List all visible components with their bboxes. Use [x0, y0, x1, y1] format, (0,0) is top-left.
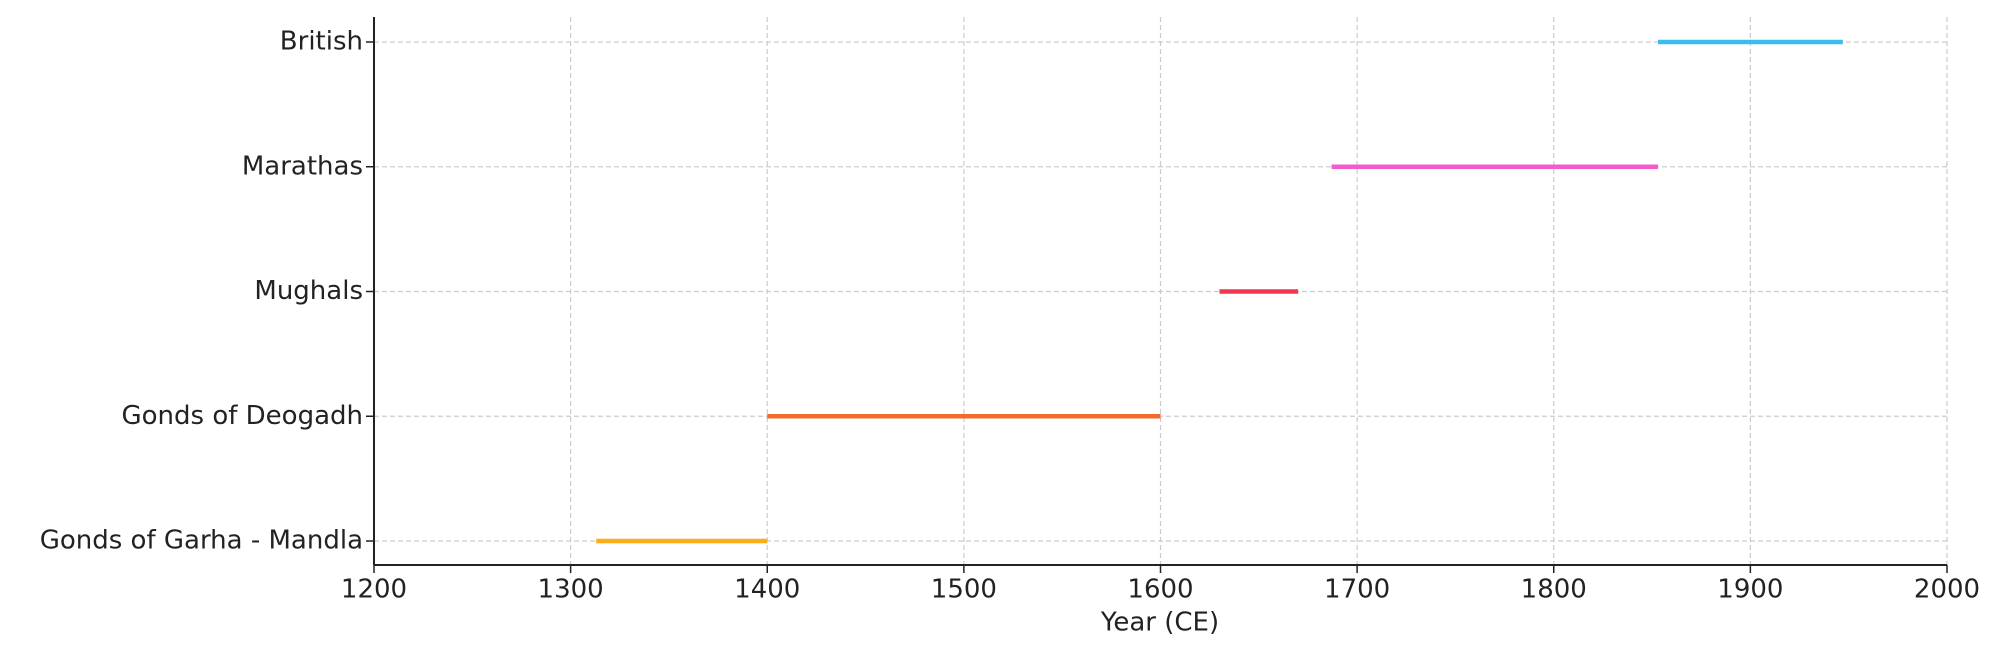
x-tick-label: 1300 [538, 575, 604, 605]
x-tick-label: 1700 [1324, 575, 1390, 605]
x-tick-label: 1500 [931, 575, 997, 605]
x-tick-label: 1600 [1127, 575, 1193, 605]
y-tick-label: British [280, 27, 363, 57]
x-tick-label: 1800 [1521, 575, 1587, 605]
y-tick-label: Gonds of Garha - Mandla [40, 526, 363, 556]
x-axis-label: Year (CE) [1100, 608, 1219, 638]
y-tick-label: Marathas [242, 151, 363, 181]
x-tick-label: 2000 [1914, 575, 1980, 605]
y-tick-label: Mughals [254, 276, 363, 306]
x-tick-label: 1400 [734, 575, 800, 605]
x-tick-label: 1200 [341, 575, 407, 605]
x-tick-label: 1900 [1717, 575, 1783, 605]
y-tick-label: Gonds of Deogadh [121, 401, 363, 431]
